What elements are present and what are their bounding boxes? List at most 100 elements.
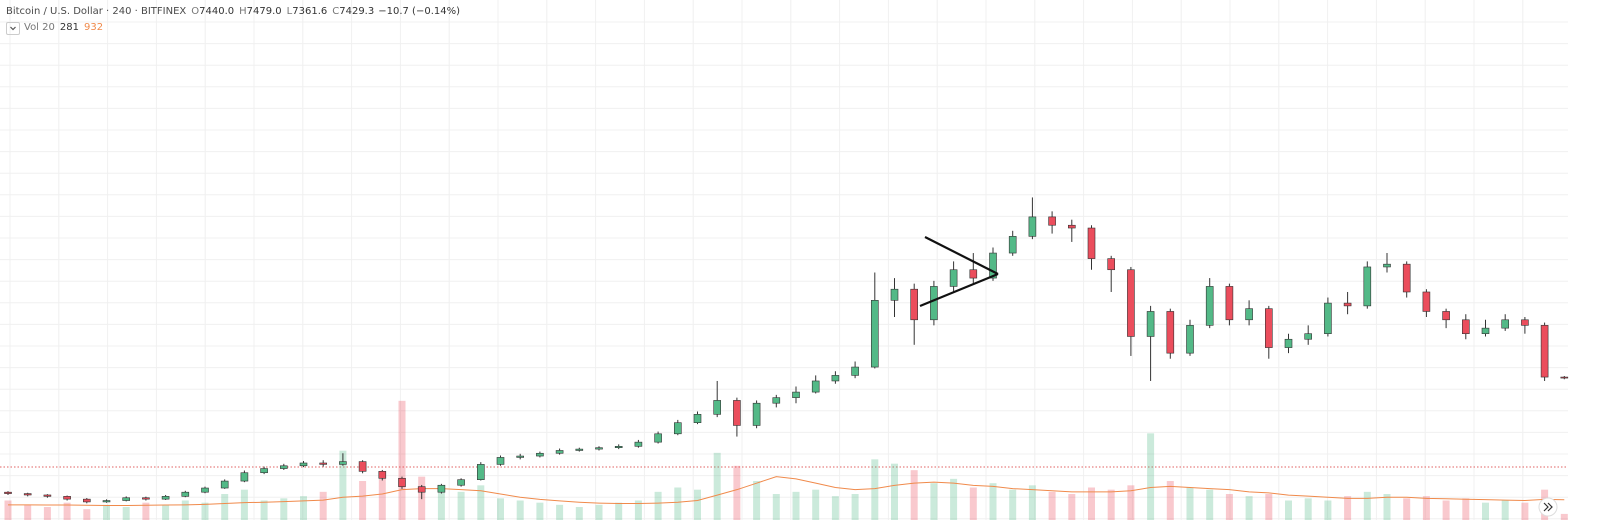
volume-bar (1344, 496, 1352, 520)
candle-body (1560, 376, 1569, 379)
volume-bar (969, 487, 977, 520)
volume-bar (43, 507, 51, 520)
candle-body (949, 269, 958, 287)
symbol-row: Bitcoin / U.S. Dollar · 240 · BITFINEX O… (6, 4, 460, 20)
volume-bar (1363, 491, 1371, 520)
volume-bar (713, 452, 721, 520)
volume-bar (1442, 500, 1450, 520)
candle-body (1383, 263, 1391, 268)
candle-body (319, 462, 328, 465)
candle-body (1324, 302, 1332, 334)
candle-body (1245, 308, 1253, 321)
volume-bar (1186, 487, 1194, 520)
volume-row: Vol 20 281 932 (6, 20, 460, 36)
candle-body (83, 498, 91, 503)
grid (0, 0, 1568, 520)
candle-body (1462, 319, 1470, 334)
candle-body (516, 455, 525, 458)
scroll-button[interactable] (1538, 497, 1558, 517)
volume-bar (398, 400, 406, 520)
volume-bar (280, 498, 288, 520)
volume-bar (122, 507, 130, 520)
volume-bar (654, 491, 662, 520)
volume-bar (910, 470, 918, 520)
volume-bar (1560, 513, 1568, 520)
candle-body (555, 450, 564, 454)
volume-bar (516, 500, 524, 520)
ohlc-value: 7479.0 (246, 6, 282, 17)
volume-bar (1285, 500, 1292, 520)
volume-bar (103, 504, 110, 520)
candle-body (1304, 333, 1312, 340)
volume-ma-value: 932 (83, 22, 104, 33)
candle-body (969, 269, 978, 279)
candle-body (693, 414, 702, 423)
volume-bar (1501, 500, 1509, 520)
candle-body (1363, 266, 1372, 307)
candle-body (654, 433, 662, 443)
volume-bar (24, 504, 32, 520)
volume-bar (319, 491, 327, 520)
candles (4, 197, 1569, 504)
candle-body (1284, 338, 1293, 348)
candle-body (595, 447, 603, 450)
volume-bar (162, 504, 170, 520)
volume-bar (792, 491, 800, 520)
candle-body (457, 479, 465, 486)
volume-bar (733, 465, 741, 520)
volume-value: 281 (59, 22, 79, 33)
candle-body (1048, 216, 1056, 226)
volume-bar (950, 478, 958, 520)
candle-body (1343, 302, 1352, 307)
trend-line (924, 236, 999, 275)
volume-bar (497, 498, 504, 520)
candle-body (1205, 286, 1214, 326)
volume-bar (4, 500, 12, 520)
volume-bar (1482, 502, 1489, 520)
volume-bar (1462, 498, 1470, 520)
collapse-button[interactable] (6, 21, 20, 35)
candle-body (260, 468, 268, 474)
volume-bar (556, 504, 564, 520)
volume-bar (477, 485, 485, 520)
candle-body (1442, 311, 1450, 321)
candle-body (201, 487, 209, 493)
candle-body (614, 446, 623, 449)
volume-bar (1166, 481, 1174, 520)
ohlc-label: O (191, 6, 200, 17)
candle-body (1146, 311, 1155, 337)
volume-bar (1225, 494, 1233, 520)
volume-bar (1383, 494, 1391, 520)
volume-bar (1009, 489, 1017, 520)
candle-body (63, 496, 71, 500)
candle-body (989, 252, 997, 279)
candle-body (890, 288, 899, 301)
volume-bar (989, 483, 997, 520)
candle-body (1028, 216, 1037, 237)
ohlc-label: C (332, 6, 340, 17)
candle-body (930, 286, 938, 321)
legend: Bitcoin / U.S. Dollar · 240 · BITFINEX O… (6, 4, 460, 36)
ohlc-label: H (239, 6, 247, 17)
candle-body (398, 477, 406, 487)
candle-body (43, 494, 52, 497)
volume-bar (1324, 500, 1332, 520)
ohlc-value: 7361.6 (292, 6, 328, 17)
volume-bar (930, 483, 938, 520)
candle-body (220, 480, 229, 489)
volume-bar (575, 507, 583, 520)
candle-body (181, 491, 190, 497)
ohlc-label: L (286, 6, 293, 17)
candle-body (1186, 325, 1194, 354)
volume-bar (63, 502, 71, 520)
volume-bar (1048, 491, 1056, 520)
volume-bar (634, 500, 642, 520)
volume-bar (1068, 494, 1076, 520)
triangle-drawing (919, 236, 999, 308)
candle-body (870, 300, 879, 368)
volume-bar (457, 491, 465, 520)
candle-body (358, 461, 367, 472)
candle-body (1166, 311, 1175, 354)
